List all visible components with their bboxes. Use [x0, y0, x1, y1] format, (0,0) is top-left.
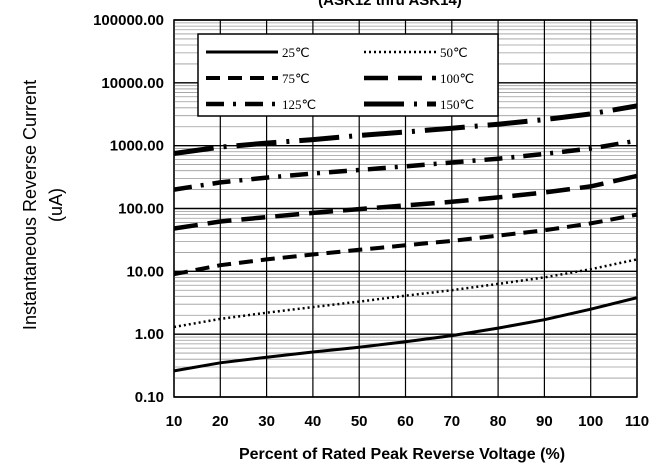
- legend-label: 75℃: [282, 71, 310, 86]
- y-tick-label: 1.00: [135, 326, 164, 343]
- y-axis-label-line1: Instantaneous Reverse Current: [20, 80, 40, 330]
- series-line: [173, 296, 638, 373]
- series-line: [173, 212, 638, 277]
- x-axis-label: Percent of Rated Peak Reverse Voltage (%…: [239, 446, 565, 463]
- series-line: [173, 173, 638, 231]
- x-tick-label: 30: [258, 413, 275, 430]
- legend: 25℃ 50℃ 75℃ 100℃ 125℃ 150℃: [197, 33, 499, 117]
- x-tick-label: 90: [536, 413, 553, 430]
- x-tick-label: 80: [490, 413, 507, 430]
- y-tick-label: 1000.00: [110, 138, 164, 155]
- x-tick-label: 40: [305, 413, 322, 430]
- y-tick-label: 10.00: [126, 263, 164, 280]
- legend-label: 150℃: [440, 97, 474, 112]
- y-tick-label: 100000.00: [93, 12, 164, 29]
- chart-title: (ASK12 thru ASK14): [318, 0, 462, 9]
- x-tick-label: 100: [578, 413, 603, 430]
- x-tick-label: 20: [212, 413, 229, 430]
- y-tick-label: 100.00: [118, 201, 164, 218]
- y-axis-label: Instantaneous Reverse Current (uA): [20, 80, 66, 330]
- legend-label: 100℃: [440, 71, 474, 86]
- x-tick-label: 60: [397, 413, 414, 430]
- x-tick-label: 110: [625, 413, 649, 430]
- series-lines: [173, 103, 638, 373]
- x-tick-label: 10: [166, 413, 183, 430]
- y-tick-label: 10000.00: [101, 75, 164, 92]
- x-tick-label: 70: [443, 413, 460, 430]
- y-tick-labels: 100000.00 10000.00 1000.00 100.00 10.00 1.00 0…: [93, 12, 164, 406]
- legend-label: 25℃: [282, 45, 310, 60]
- x-tick-labels: 10 20 30 40 50 60 70 80 90 100 110: [166, 413, 649, 430]
- legend-label: 125℃: [282, 97, 316, 112]
- legend-items: 25℃ 50℃ 75℃ 100℃ 125℃ 150℃: [206, 45, 474, 112]
- series-line: [173, 103, 638, 156]
- y-tick-label: 0.10: [135, 389, 164, 406]
- x-tick-label: 50: [351, 413, 368, 430]
- y-axis-label-line2: (uA): [46, 188, 66, 222]
- legend-label: 50℃: [440, 45, 468, 60]
